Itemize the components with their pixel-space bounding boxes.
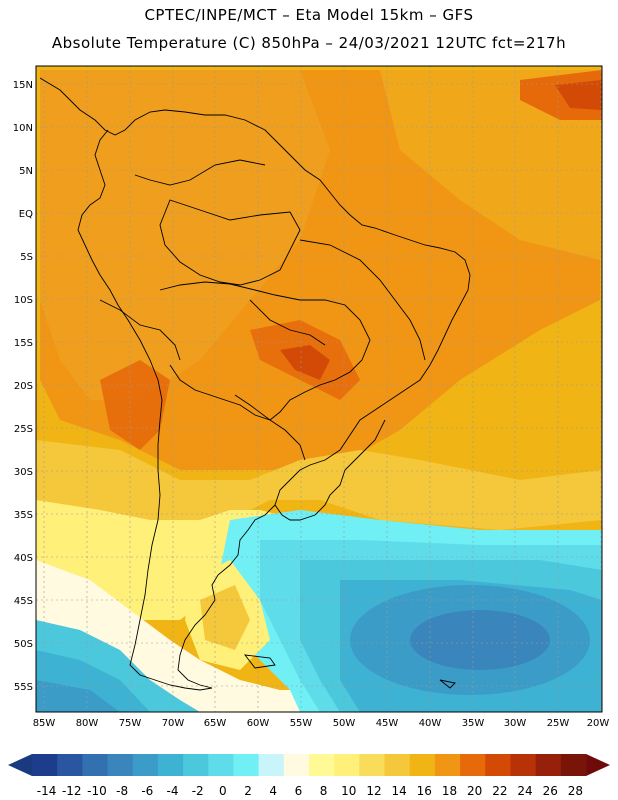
colorbar-cell [460,754,486,776]
latitude-labels: 15N 10N 5N EQ 5S 10S 15S 20S 25S 30S 35S… [13,80,33,693]
svg-text:20W: 20W [587,718,610,729]
colorbar-tick-label: 4 [269,784,277,798]
svg-text:25W: 25W [547,718,570,729]
longitude-labels: 85W 80W 75W 70W 65W 60W 55W 50W 45W 40W … [33,718,610,729]
svg-text:15N: 15N [13,80,33,91]
svg-text:55S: 55S [14,682,33,693]
colorbar-tick-label: 18 [442,784,457,798]
svg-text:50W: 50W [333,718,356,729]
map-title-line-2: Absolute Temperature (C) 850hPa – 24/03/… [51,34,567,52]
svg-text:25S: 25S [14,424,33,435]
colorbar-cell [409,754,436,776]
coastline-borders [39,77,471,691]
colorbar-under-arrow [8,754,32,776]
svg-text:50S: 50S [14,639,33,650]
svg-text:70W: 70W [162,718,185,729]
svg-text:75W: 75W [119,718,142,729]
svg-text:85W: 85W [33,718,56,729]
colorbar-cell [359,754,386,776]
colorbar-tick-label: -2 [192,784,204,798]
colorbar-tick-label: 16 [417,784,432,798]
svg-text:45S: 45S [14,596,33,607]
colorbar-cell [233,754,260,776]
colorbar-cell [183,754,209,776]
colorbar-tick-label: 2 [244,784,252,798]
temperature-field [36,66,602,712]
svg-text:35W: 35W [462,718,485,729]
colorbar-cell [309,754,335,776]
colorbar-cell [434,754,461,776]
svg-text:35S: 35S [14,510,33,521]
svg-text:EQ: EQ [19,209,33,220]
svg-text:80W: 80W [76,718,99,729]
colorbar-tick-label: -10 [87,784,107,798]
colorbar-cell [208,754,234,776]
colorbar-tick-label: 20 [467,784,482,798]
svg-text:10S: 10S [14,295,33,306]
colorbar: -14 -12 -10 -8 -6 -4 -2 0 2 4 6 8 10 12 14 16 18 20 22 24 26… [8,754,610,798]
svg-text:5N: 5N [19,166,33,177]
colorbar-tick-label: -8 [116,784,128,798]
colorbar-tick-label: 6 [295,784,303,798]
svg-text:15S: 15S [14,338,33,349]
colorbar-cell [535,754,562,776]
svg-text:10N: 10N [13,123,33,134]
colorbar-cell [384,754,411,776]
colorbar-tick-label: 14 [391,784,406,798]
colorbar-tick-label: 10 [341,784,356,798]
svg-text:55W: 55W [290,718,313,729]
colorbar-cell [560,754,587,776]
colorbar-tick-label: -6 [141,784,153,798]
colorbar-tick-label: 28 [568,784,583,798]
colorbar-tick-label: 0 [219,784,227,798]
svg-text:45W: 45W [376,718,399,729]
colorbar-cell [258,754,285,776]
colorbar-tick-label: 8 [320,784,328,798]
colorbar-over-arrow [586,754,610,776]
colorbar-cell [107,754,134,776]
map-frame [35,65,603,713]
colorbar-tick-label: -14 [37,784,57,798]
colorbar-tick-label: 26 [543,784,558,798]
svg-text:40S: 40S [14,553,33,564]
map-title-line-1: CPTEC/INPE/MCT – Eta Model 15km – GFS [144,6,474,24]
colorbar-cell [510,754,537,776]
colorbar-tick-label: -12 [62,784,82,798]
colorbar-cell [157,754,184,776]
svg-text:30S: 30S [14,467,33,478]
colorbar-cell [283,754,310,776]
svg-text:30W: 30W [504,718,527,729]
colorbar-cell [57,754,83,776]
svg-text:20S: 20S [14,381,33,392]
colorbar-tick-label: 12 [366,784,381,798]
svg-text:40W: 40W [419,718,442,729]
colorbar-cell [132,754,159,776]
svg-text:60W: 60W [247,718,270,729]
svg-text:65W: 65W [204,718,227,729]
colorbar-tick-label: -4 [167,784,179,798]
colorbar-cell [32,754,58,776]
colorbar-tick-label: 22 [492,784,507,798]
colorbar-tick-label: 24 [517,784,532,798]
map-graticule [36,66,602,712]
colorbar-cell [485,754,511,776]
colorbar-cell [82,754,109,776]
svg-text:5S: 5S [20,252,33,263]
colorbar-cell [334,754,360,776]
